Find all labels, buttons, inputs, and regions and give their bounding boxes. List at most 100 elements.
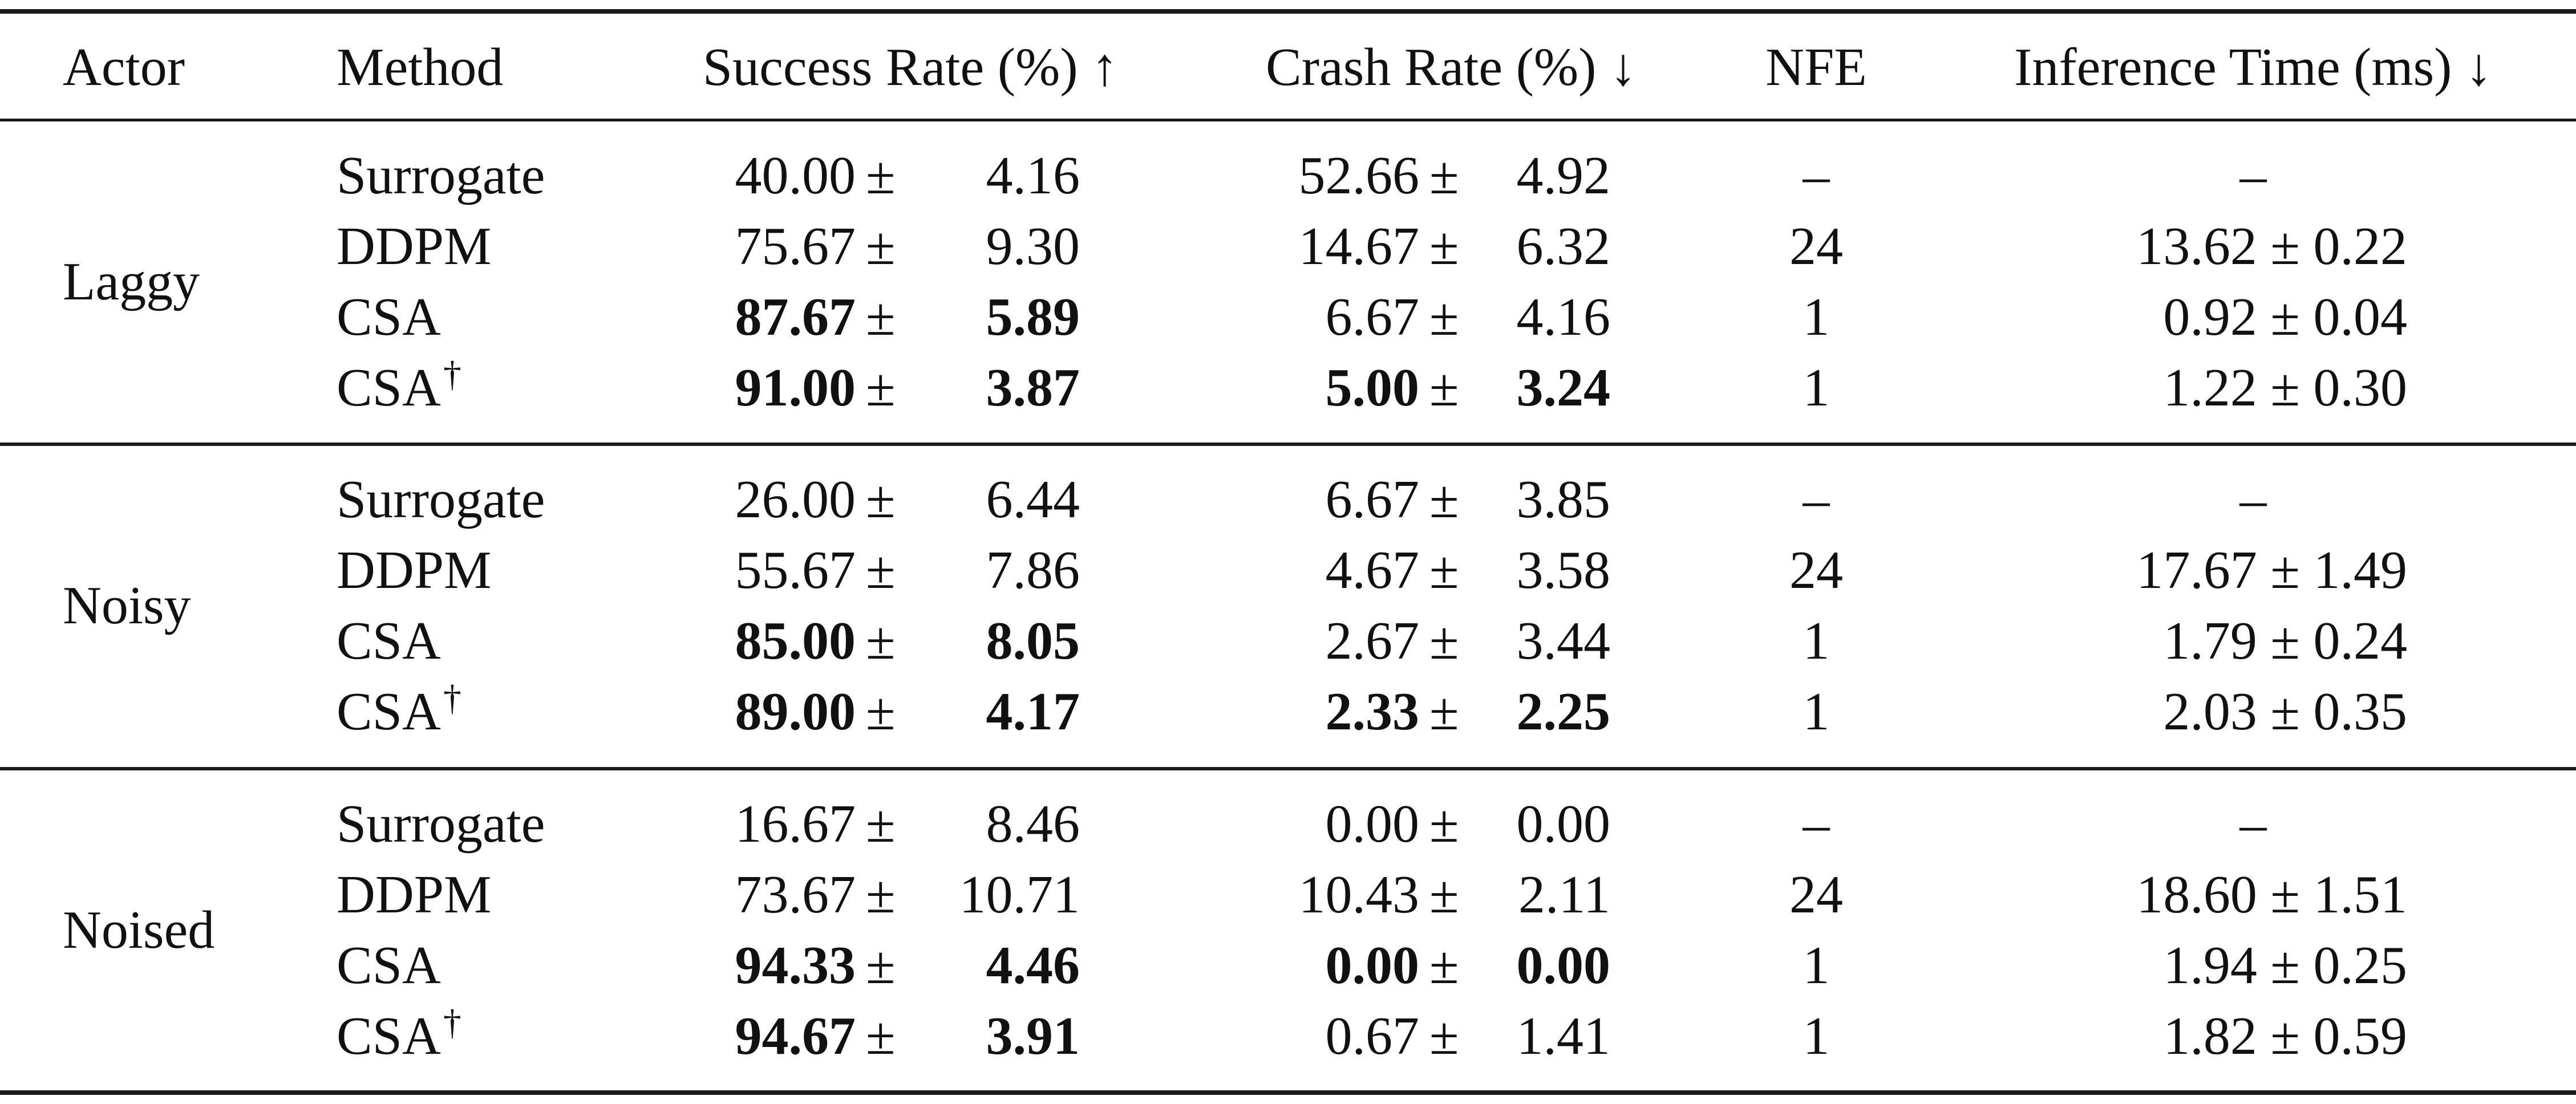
plus-minus: ± [1429,146,1459,205]
method-name: CSA [337,936,441,995]
crash-rate-std: 0.00 [1516,936,1611,995]
inference-time-value: 13.62 ± 0.22 [2136,217,2407,276]
nfe-value: 1 [1803,287,1830,347]
dagger-mark: † [443,677,461,718]
method-name: Surrogate [337,470,545,529]
crash-rate-std: 3.24 [1516,358,1611,417]
plus-minus: ± [866,865,896,924]
header-success-rate: Success Rate (%) ↑ [702,38,1119,97]
success-rate-std: 10.71 [959,865,1080,924]
success-rate-mean: 87.67 [735,287,856,347]
method-name: DDPM [337,865,492,924]
method-name: CSA [337,611,441,671]
inference-time-value: – [2239,470,2267,529]
success-rate-mean: 91.00 [735,358,856,417]
method-label: CSA [337,612,441,669]
plus-minus: ± [1429,682,1459,741]
crash-rate-mean: 5.00 [1325,358,1420,417]
plus-minus: ± [866,936,896,995]
method-name: Surrogate [337,146,545,205]
plus-minus: ± [1429,794,1459,854]
header-crash-rate: Crash Rate (%) ↓ [1266,38,1637,97]
method-label: CSA [337,937,441,994]
plus-minus: ± [866,611,896,671]
success-rate-std: 5.89 [986,287,1080,347]
crash-rate-std: 3.58 [1516,541,1611,600]
bottom-rule [0,1090,2576,1095]
success-rate-mean: 55.67 [735,541,856,600]
plus-minus: ± [866,217,896,276]
header-rule [0,119,2576,121]
crash-rate-mean: 52.66 [1298,146,1420,205]
dagger-mark: † [443,354,461,394]
crash-rate-mean: 14.67 [1298,217,1420,276]
inference-time-value: 2.03 ± 0.35 [2163,682,2407,741]
nfe-value: 1 [1803,611,1830,671]
actor-label: Noised [63,900,215,960]
header-method: Method [337,38,504,97]
plus-minus: ± [866,146,896,205]
success-rate-mean: 85.00 [735,611,856,671]
method-label: CSA [337,289,441,346]
success-rate-mean: 73.67 [735,865,856,924]
method-name: Surrogate [337,794,545,854]
success-rate-std: 9.30 [986,217,1080,276]
crash-rate-std: 3.44 [1516,611,1611,671]
header-inference-time: Inference Time (ms) ↓ [2014,38,2492,97]
crash-rate-mean: 0.00 [1325,794,1420,854]
plus-minus: ± [866,541,896,600]
crash-rate-mean: 6.67 [1325,287,1420,347]
plus-minus: ± [866,1006,896,1066]
success-rate-mean: 89.00 [735,682,856,741]
nfe-value: 24 [1789,541,1843,600]
success-rate-mean: 26.00 [735,470,856,529]
plus-minus: ± [1429,287,1459,347]
group-rule-2 [0,767,2576,770]
plus-minus: ± [1429,1006,1459,1066]
dagger-mark: † [443,1002,461,1042]
method-name: DDPM [337,541,492,600]
inference-time-value: 1.94 ± 0.25 [2163,936,2407,995]
method-label: Surrogate [337,147,545,204]
actor-label: Laggy [63,252,200,311]
header-actor: Actor [63,38,185,97]
nfe-value: 1 [1803,682,1830,741]
group-rule-1 [0,443,2576,446]
method-name: CSA [337,682,441,741]
header-nfe: NFE [1765,38,1867,97]
plus-minus: ± [1429,936,1459,995]
plus-minus: ± [866,287,896,347]
success-rate-std: 8.05 [986,611,1080,671]
crash-rate-std: 2.25 [1516,682,1611,741]
nfe-value: 24 [1789,865,1843,924]
method-label: DDPM [337,218,492,275]
crash-rate-mean: 0.00 [1325,936,1420,995]
crash-rate-std: 4.92 [1516,146,1611,205]
crash-rate-std: 4.16 [1516,287,1611,347]
nfe-value: 1 [1803,358,1830,417]
plus-minus: ± [1429,865,1459,924]
method-name: CSA [337,358,441,417]
plus-minus: ± [866,358,896,417]
success-rate-mean: 94.67 [735,1006,856,1066]
plus-minus: ± [1429,541,1459,600]
inference-time-value: 0.92 ± 0.04 [2163,287,2407,347]
method-name: CSA [337,1006,441,1066]
success-rate-mean: 40.00 [735,146,856,205]
plus-minus: ± [1429,217,1459,276]
nfe-value: – [1803,146,1830,205]
success-rate-std: 4.16 [986,146,1080,205]
inference-time-value: 17.67 ± 1.49 [2136,541,2407,600]
inference-time-value: 1.82 ± 0.59 [2163,1006,2407,1066]
success-rate-std: 3.91 [986,1006,1080,1066]
crash-rate-mean: 10.43 [1298,865,1420,924]
nfe-value: 1 [1803,936,1830,995]
plus-minus: ± [1429,470,1459,529]
plus-minus: ± [866,682,896,741]
crash-rate-std: 0.00 [1516,794,1611,854]
inference-time-value: 1.22 ± 0.30 [2163,358,2407,417]
crash-rate-mean: 6.67 [1325,470,1420,529]
nfe-value: 24 [1789,217,1843,276]
crash-rate-std: 2.11 [1518,865,1610,924]
success-rate-std: 7.86 [986,541,1080,600]
